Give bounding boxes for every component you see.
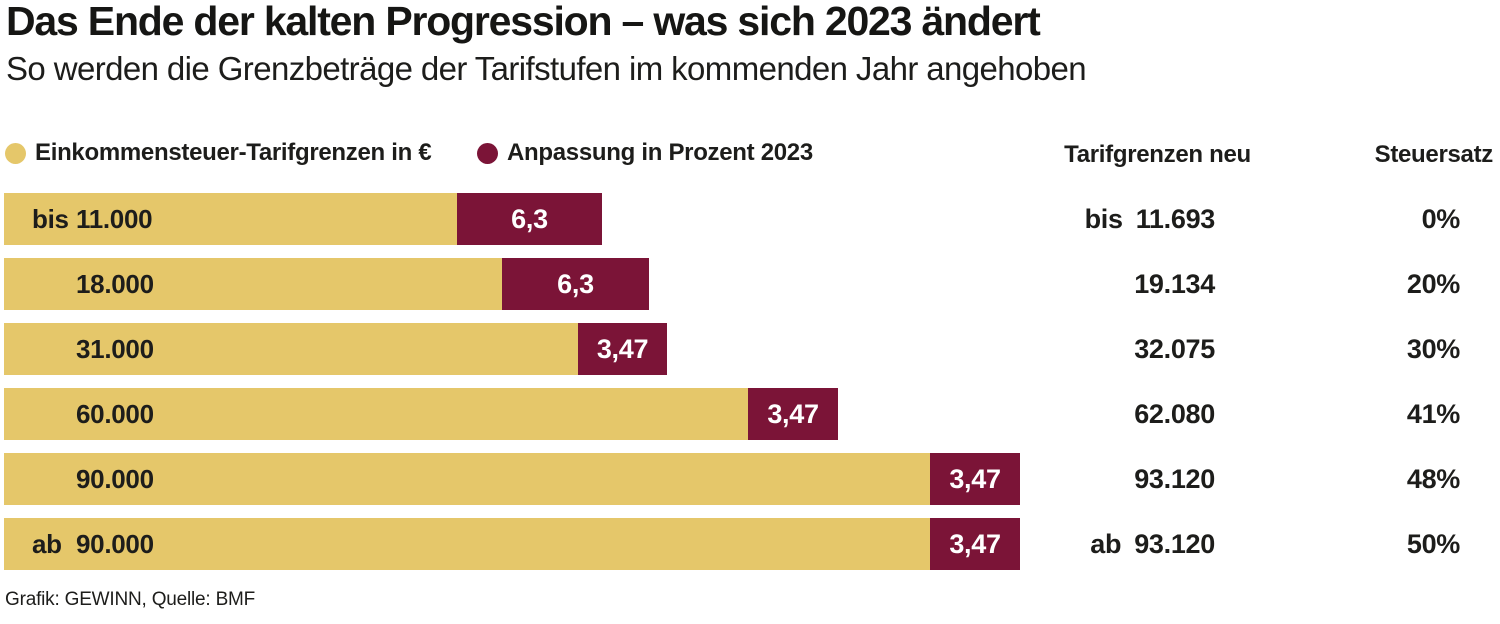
- tarifgrenze-bar: bis 11.000: [4, 193, 457, 245]
- column-header-tarifgrenzen-neu: Tarifgrenzen neu: [1064, 141, 1251, 168]
- source-credit: Grafik: GEWINN, Quelle: BMF: [5, 589, 256, 610]
- tarifgrenze-neu-cell: bis 11.693: [1040, 193, 1216, 245]
- red-dot-icon: [477, 142, 498, 164]
- anpassung-label: 6,3: [511, 203, 548, 234]
- neu-value: 11.693: [1135, 204, 1216, 234]
- legend-item-tarifgrenzen: Einkommensteuer-Tarifgrenzen in €: [5, 139, 432, 167]
- bar-track: 90.000 3,47: [4, 453, 1020, 505]
- bar-label-prefix: bis: [32, 203, 69, 234]
- bar-label-prefix: ab: [32, 528, 62, 559]
- table-row: ab 90.000 3,47 ab 93.120 50%: [0, 518, 1500, 570]
- table-row: 60.000 3,47 62.080 41%: [0, 388, 1500, 440]
- anpassung-bar: 3,47: [578, 323, 667, 375]
- table-row: bis 11.000 6,3 bis 11.693 0%: [0, 193, 1500, 245]
- anpassung-label: 3,47: [949, 528, 1001, 559]
- bar-label-value: 90.000: [76, 463, 154, 494]
- steuersatz-cell: 48%: [1406, 464, 1460, 494]
- neu-prefix: ab: [1090, 529, 1122, 559]
- tarifgrenze-neu-cell: 19.134: [1040, 258, 1215, 310]
- neu-value: 19.134: [1134, 269, 1215, 299]
- anpassung-bar: 3,47: [930, 453, 1020, 505]
- chart-rows: bis 11.000 6,3 bis 11.693 0% 18.000 6,3: [0, 193, 1500, 570]
- steuersatz-cell: 50%: [1406, 529, 1460, 559]
- legend-label: Einkommensteuer-Tarifgrenzen in €: [35, 139, 432, 166]
- bar-track: 18.000 6,3: [4, 258, 649, 310]
- yellow-dot-icon: [5, 142, 26, 164]
- steuersatz-cell: 30%: [1406, 334, 1460, 364]
- page-title: Das Ende der kalten Progression – was si…: [6, 0, 1041, 44]
- tarifgrenze-bar: 90.000: [4, 453, 930, 505]
- tarifgrenze-bar: 60.000: [4, 388, 748, 440]
- steuersatz-cell: 20%: [1406, 269, 1460, 299]
- tarifgrenze-neu-cell: 93.120: [1040, 453, 1215, 505]
- legend-label: Anpassung in Prozent 2023: [507, 139, 813, 166]
- anpassung-label: 3,47: [767, 398, 819, 429]
- anpassung-label: 6,3: [557, 268, 594, 299]
- legend-item-anpassung: Anpassung in Prozent 2023: [477, 139, 813, 167]
- anpassung-label: 3,47: [596, 333, 649, 364]
- tarifgrenze-bar: 18.000: [4, 258, 502, 310]
- bar-track: bis 11.000 6,3: [4, 193, 602, 245]
- table-row: 31.000 3,47 32.075 30%: [0, 323, 1500, 375]
- anpassung-bar: 3,47: [930, 518, 1020, 570]
- neu-value: 93.120: [1134, 529, 1215, 559]
- bar-track: 60.000 3,47: [4, 388, 838, 440]
- neu-value: 32.075: [1134, 334, 1215, 364]
- anpassung-bar: 3,47: [748, 388, 838, 440]
- anpassung-bar: 6,3: [502, 258, 649, 310]
- steuersatz-cell: 41%: [1406, 399, 1460, 429]
- table-row: 18.000 6,3 19.134 20%: [0, 258, 1500, 310]
- anpassung-bar: 6,3: [457, 193, 602, 245]
- tarifgrenze-bar: 31.000: [4, 323, 578, 375]
- neu-value: 62.080: [1134, 399, 1215, 429]
- bar-label-value: 11.000: [76, 203, 153, 234]
- tarifgrenze-neu-cell: ab 93.120: [1040, 518, 1215, 570]
- table-row: 90.000 3,47 93.120 48%: [0, 453, 1500, 505]
- anpassung-label: 3,47: [949, 463, 1001, 494]
- bar-label-value: 60.000: [76, 398, 154, 429]
- bar-label-value: 18.000: [76, 268, 154, 299]
- bar-label-value: 90.000: [76, 528, 154, 559]
- column-header-steuersatz: Steuersatz: [1374, 141, 1494, 168]
- steuersatz-cell: 0%: [1421, 204, 1461, 234]
- page-subtitle: So werden die Grenzbeträge der Tarifstuf…: [6, 50, 1087, 87]
- bar-track: 31.000 3,47: [4, 323, 667, 375]
- tarifgrenze-bar: ab 90.000: [4, 518, 930, 570]
- tarifgrenze-neu-cell: 62.080: [1040, 388, 1215, 440]
- neu-value: 93.120: [1134, 464, 1215, 494]
- bar-label-value: 31.000: [76, 333, 154, 364]
- tarifgrenze-neu-cell: 32.075: [1040, 323, 1215, 375]
- bar-track: ab 90.000 3,47: [4, 518, 1020, 570]
- neu-prefix: bis: [1084, 204, 1123, 234]
